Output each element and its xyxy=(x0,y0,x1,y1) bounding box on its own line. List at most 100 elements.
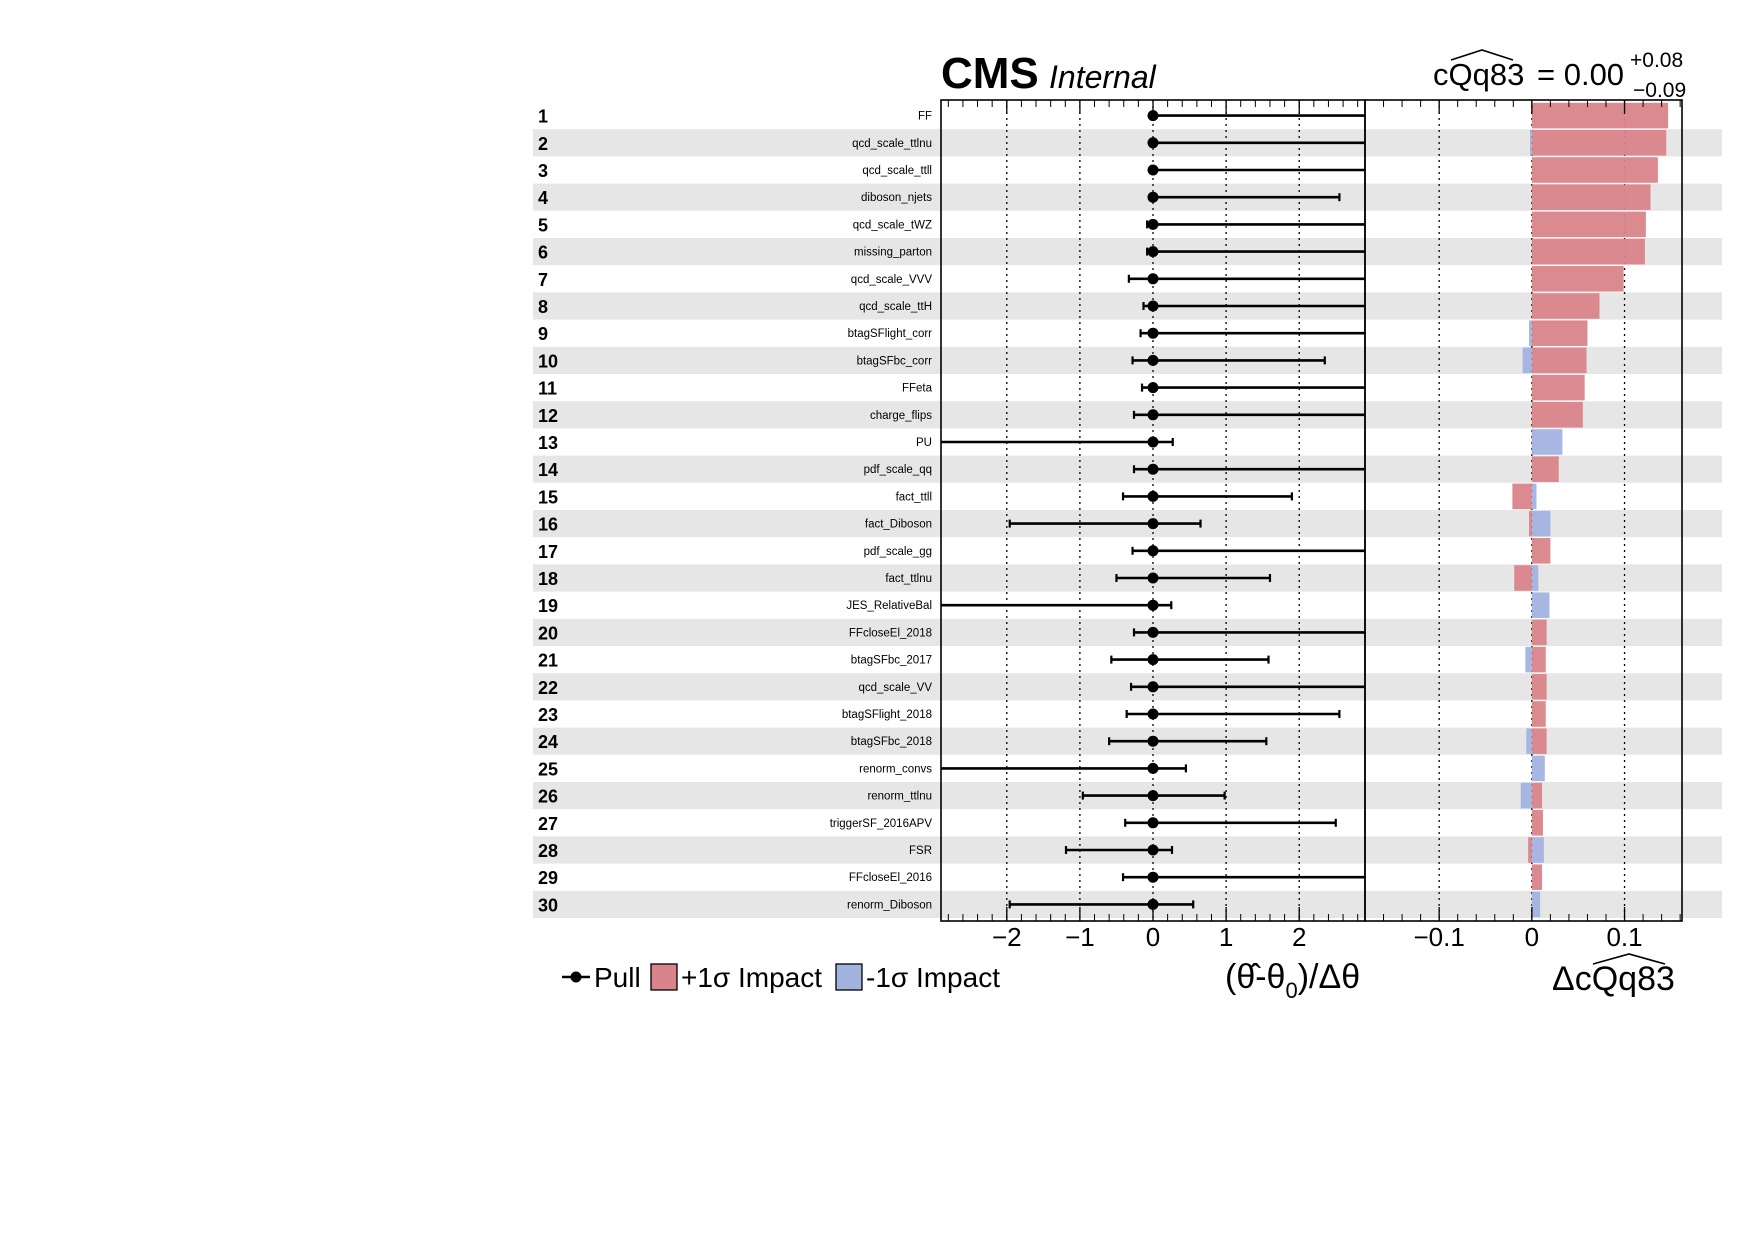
poi-value: = 0.00 xyxy=(1537,57,1624,92)
legend: Pull +1σ Impact -1σ Impact xyxy=(562,962,1000,993)
impact-up-bar xyxy=(1531,211,1646,238)
row-param-name: btagSFbc_2017 xyxy=(851,655,932,667)
pull-gridlines xyxy=(1006,100,1300,921)
row-rank: 15 xyxy=(538,487,558,507)
row-param-name: FFcloseEl_2016 xyxy=(849,872,932,884)
pull-marker xyxy=(1147,572,1159,584)
impact-up-bar xyxy=(1531,347,1587,374)
pull-marker xyxy=(1147,164,1159,176)
pull-marker xyxy=(1147,817,1159,829)
experiment-label: CMS xyxy=(941,49,1039,98)
impact-down-bar xyxy=(1531,510,1551,537)
row-param-name: fact_Diboson xyxy=(865,519,932,531)
pull-marker xyxy=(1147,463,1159,475)
row-param-name: btagSFbc_2018 xyxy=(851,736,932,748)
impact-up-bar xyxy=(1514,565,1532,591)
row-rank: 30 xyxy=(538,895,558,915)
row-param-name: qcd_scale_ttlnu xyxy=(852,138,932,150)
row-rank: 20 xyxy=(538,623,558,643)
row-param-name: btagSFbc_corr xyxy=(857,355,933,367)
pull-tick-label: 2 xyxy=(1292,922,1306,952)
impact-up-bar xyxy=(1531,320,1588,346)
pull-marker xyxy=(1147,300,1159,312)
impact-bars xyxy=(1512,102,1669,918)
row-rank: 13 xyxy=(538,433,558,453)
pull-marker xyxy=(1147,790,1159,802)
pull-marker xyxy=(1147,246,1159,258)
impact-up-bar xyxy=(1531,402,1583,428)
row-rank: 24 xyxy=(538,732,558,752)
row-param-name: qcd_scale_tWZ xyxy=(853,219,932,231)
row-rank: 25 xyxy=(538,759,558,779)
impact-tick-label: 0 xyxy=(1525,922,1539,952)
impact-down-bar xyxy=(1520,782,1532,809)
poi-error-down: −0.09 xyxy=(1633,79,1686,102)
pull-marker xyxy=(1147,599,1159,611)
row-rank: 23 xyxy=(538,705,558,725)
row-param-name: charge_flips xyxy=(870,410,932,422)
impact-up-bar xyxy=(1531,157,1658,183)
impact-up-bar xyxy=(1531,266,1624,292)
legend-impact-down-label: -1σ Impact xyxy=(866,962,1000,993)
row-param-name: PU xyxy=(916,437,932,449)
row-param-name: fact_ttlnu xyxy=(885,573,932,585)
poi-name: cQq83 xyxy=(1433,57,1524,92)
row-rank: 4 xyxy=(538,188,548,208)
row-rank: 3 xyxy=(538,161,548,181)
legend-impact-down-swatch xyxy=(835,963,863,991)
row-param-name: btagSFlight_2018 xyxy=(842,709,932,721)
row-param-name: renorm_ttlnu xyxy=(867,791,932,803)
row-band xyxy=(533,673,1722,701)
impact-up-bar xyxy=(1531,102,1669,129)
row-band xyxy=(533,238,1722,266)
row-rank: 2 xyxy=(538,134,548,154)
impact-up-bar xyxy=(1531,293,1600,319)
row-param-name: triggerSF_2016APV xyxy=(830,818,933,830)
row-param-name: renorm_Diboson xyxy=(847,899,932,911)
legend-impact-up-swatch xyxy=(650,963,678,991)
row-rank: 5 xyxy=(538,215,548,235)
impact-up-bar xyxy=(1531,782,1543,809)
impact-down-bar xyxy=(1531,483,1537,510)
pull-marker xyxy=(1147,762,1159,774)
row-rank: 18 xyxy=(538,569,558,589)
row-band xyxy=(533,129,1722,157)
pull-marker xyxy=(1147,898,1159,910)
impact-axis-hat-icon xyxy=(1592,953,1666,965)
pull-marker xyxy=(1147,518,1159,530)
row-rank: 22 xyxy=(538,678,558,698)
row-param-name: FF xyxy=(918,111,932,123)
pull-tick-label: 0 xyxy=(1146,922,1160,952)
pull-marker xyxy=(1147,137,1159,149)
pull-marker xyxy=(1147,110,1159,122)
row-param-name: renorm_convs xyxy=(859,763,932,775)
pull-marker xyxy=(1147,354,1159,366)
row-param-name: diboson_njets xyxy=(861,192,932,204)
impact-axis-title: ΔcQq83 xyxy=(1552,960,1675,998)
impact-up-bar xyxy=(1531,674,1547,700)
row-param-name: JES_RelativeBal xyxy=(846,600,932,612)
legend-pull-marker-icon xyxy=(570,971,582,983)
pull-marker xyxy=(1147,735,1159,747)
impact-up-bar xyxy=(1531,238,1645,265)
impact-tick-label: −0.1 xyxy=(1413,922,1464,952)
row-band xyxy=(533,183,1722,211)
row-rank: 7 xyxy=(538,270,548,290)
pull-marker xyxy=(1147,409,1159,421)
impact-up-bar xyxy=(1531,810,1543,836)
row-param-name: qcd_scale_VV xyxy=(858,682,932,694)
row-rank: 29 xyxy=(538,868,558,888)
impact-up-bar xyxy=(1531,538,1551,564)
pull-marker xyxy=(1147,681,1159,693)
pull-axis-title: (θ̂-θ0)/Δθ xyxy=(1225,958,1360,1003)
row-param-name: qcd_scale_ttH xyxy=(859,301,932,313)
impact-down-bar xyxy=(1531,755,1545,782)
row-rank: 14 xyxy=(538,460,558,480)
row-rank: 8 xyxy=(538,297,548,317)
impact-up-bar xyxy=(1512,483,1532,510)
impact-down-bar xyxy=(1522,347,1532,374)
row-param-name: pdf_scale_gg xyxy=(864,546,932,558)
impact-down-bar xyxy=(1531,837,1544,863)
impact-down-bar xyxy=(1531,891,1541,918)
pull-marker xyxy=(1147,382,1159,394)
